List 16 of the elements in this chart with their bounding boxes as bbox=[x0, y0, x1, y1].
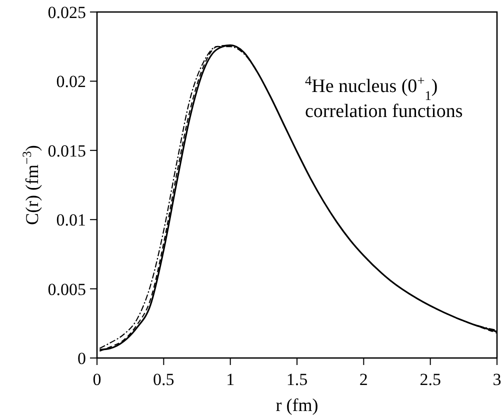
x-tick-label: 2.5 bbox=[420, 370, 441, 389]
x-tick-label: 3 bbox=[492, 370, 501, 389]
y-tick-label: 0 bbox=[78, 349, 86, 368]
annotation: correlation functions bbox=[305, 101, 463, 122]
y-tick-label: 0.01 bbox=[56, 210, 86, 230]
x-axis-title: r (fm) bbox=[276, 395, 318, 415]
x-tick-label: 2 bbox=[359, 370, 368, 389]
y-tick-label: 0.005 bbox=[48, 280, 86, 299]
x-tick-label: 1.5 bbox=[286, 370, 308, 389]
annotation: $^{4}$He nucleus (0$^{+}$$_{1}$) bbox=[305, 72, 438, 102]
y-tick-label: 0.025 bbox=[48, 3, 86, 22]
y-tick-label: 0.015 bbox=[48, 141, 86, 160]
x-tick-label: 1 bbox=[226, 370, 235, 389]
x-tick-label: 0 bbox=[92, 370, 102, 389]
y-tick-label: 0.02 bbox=[56, 72, 86, 92]
x-tick-label: 0.5 bbox=[153, 370, 174, 389]
